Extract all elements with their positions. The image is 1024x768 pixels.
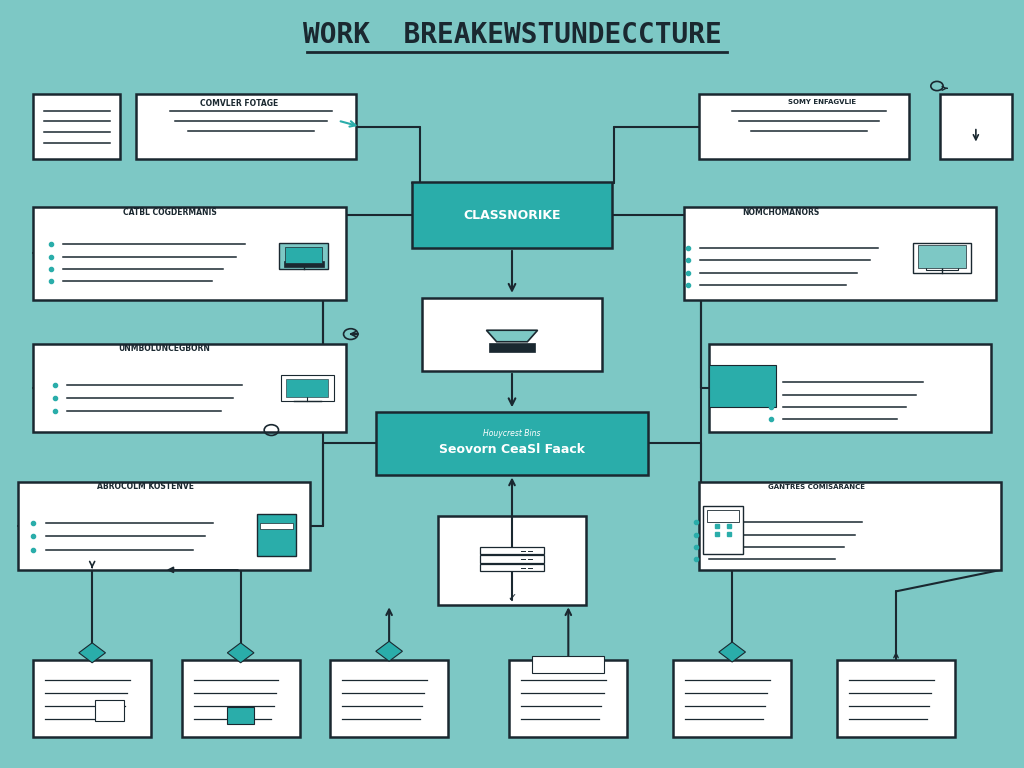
FancyBboxPatch shape	[257, 515, 296, 556]
Text: UNMBOLUNCEGBORN: UNMBOLUNCEGBORN	[118, 344, 210, 353]
FancyBboxPatch shape	[913, 243, 971, 273]
Polygon shape	[227, 643, 254, 663]
Polygon shape	[376, 641, 402, 661]
FancyBboxPatch shape	[489, 343, 535, 352]
Text: Houycrest Bins: Houycrest Bins	[483, 429, 541, 438]
FancyBboxPatch shape	[281, 376, 334, 401]
FancyBboxPatch shape	[510, 660, 627, 737]
FancyBboxPatch shape	[33, 344, 346, 432]
FancyBboxPatch shape	[698, 482, 1001, 570]
FancyBboxPatch shape	[532, 656, 604, 673]
FancyBboxPatch shape	[684, 207, 995, 300]
FancyBboxPatch shape	[280, 243, 328, 269]
FancyBboxPatch shape	[940, 94, 1012, 160]
FancyBboxPatch shape	[33, 94, 121, 160]
FancyBboxPatch shape	[674, 660, 791, 737]
Text: COMVLER FOTAGE: COMVLER FOTAGE	[200, 99, 278, 108]
FancyBboxPatch shape	[412, 183, 611, 248]
Text: GANTRES COMISARANCE: GANTRES COMISARANCE	[768, 484, 865, 490]
Text: CATBL COGDERMANIS: CATBL COGDERMANIS	[123, 208, 217, 217]
FancyBboxPatch shape	[438, 516, 586, 605]
FancyBboxPatch shape	[182, 660, 299, 737]
Polygon shape	[79, 643, 105, 663]
FancyBboxPatch shape	[135, 94, 356, 160]
FancyBboxPatch shape	[18, 482, 309, 570]
FancyBboxPatch shape	[286, 247, 322, 263]
FancyBboxPatch shape	[838, 660, 954, 737]
FancyBboxPatch shape	[33, 660, 152, 737]
FancyBboxPatch shape	[480, 564, 544, 571]
FancyBboxPatch shape	[260, 523, 293, 528]
Polygon shape	[719, 642, 745, 662]
Polygon shape	[486, 330, 538, 342]
Text: ABROCOLM KOSTENVE: ABROCOLM KOSTENVE	[97, 482, 195, 492]
FancyBboxPatch shape	[330, 660, 449, 737]
FancyBboxPatch shape	[480, 555, 544, 563]
FancyBboxPatch shape	[698, 94, 909, 160]
Text: CLASSNORIKE: CLASSNORIKE	[463, 209, 561, 221]
Text: Seovorn CeaSl Faack: Seovorn CeaSl Faack	[439, 443, 585, 455]
FancyBboxPatch shape	[709, 344, 990, 432]
FancyBboxPatch shape	[918, 246, 967, 268]
FancyBboxPatch shape	[33, 207, 346, 300]
FancyBboxPatch shape	[377, 412, 648, 475]
FancyBboxPatch shape	[708, 510, 738, 522]
FancyBboxPatch shape	[709, 366, 776, 408]
FancyBboxPatch shape	[927, 265, 957, 270]
Text: SOMY ENFAGVLIE: SOMY ENFAGVLIE	[788, 98, 857, 104]
FancyBboxPatch shape	[226, 707, 254, 724]
FancyBboxPatch shape	[422, 298, 601, 371]
FancyBboxPatch shape	[284, 260, 324, 267]
FancyBboxPatch shape	[95, 700, 124, 721]
FancyBboxPatch shape	[702, 506, 743, 554]
FancyBboxPatch shape	[286, 379, 329, 397]
FancyBboxPatch shape	[480, 547, 544, 554]
Text: NOMCHOMANORS: NOMCHOMANORS	[742, 208, 819, 217]
Text: ✓: ✓	[507, 592, 517, 603]
Text: WORK  BREAKEWSTUNDECCTURE: WORK BREAKEWSTUNDECCTURE	[303, 21, 721, 48]
